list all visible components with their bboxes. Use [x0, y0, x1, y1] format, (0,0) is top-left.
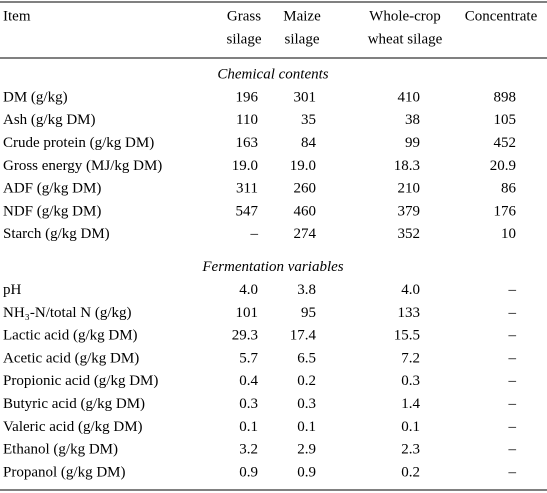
cell: 301 [294, 89, 317, 105]
row-label: DM (g/kg) [3, 89, 68, 105]
cell: 7.2 [401, 350, 420, 366]
cell: 17.4 [290, 328, 317, 344]
cell: 452 [494, 135, 517, 151]
section-title: Chemical contents [217, 66, 328, 82]
cell: 2.9 [297, 442, 316, 458]
cell: – [508, 419, 517, 435]
cell: – [508, 350, 517, 366]
column-header: Grass [227, 8, 261, 24]
row-label: pH [3, 282, 22, 298]
cell: 10 [501, 226, 516, 242]
cell: 0.3 [401, 373, 420, 389]
cell: 19.0 [290, 158, 316, 174]
cell: 210 [398, 181, 421, 197]
cell: 410 [398, 89, 421, 105]
cell: 460 [294, 203, 317, 219]
cell: 19.0 [232, 158, 258, 174]
cell: 4.0 [401, 282, 420, 298]
cell: 3.2 [239, 442, 258, 458]
cell: 898 [494, 89, 517, 105]
cell: 95 [301, 305, 316, 321]
row-label: Gross energy (MJ/kg DM) [3, 158, 162, 174]
row-label: Ash (g/kg DM) [3, 112, 96, 128]
cell: 99 [405, 135, 420, 151]
cell: 0.1 [297, 419, 316, 435]
row-label: Valeric acid (g/kg DM) [3, 419, 143, 435]
cell: – [508, 305, 517, 321]
cell: 101 [236, 305, 259, 321]
cell: 0.3 [297, 396, 316, 412]
cell: – [508, 373, 517, 389]
cell: 18.3 [394, 158, 420, 174]
cell: 163 [236, 135, 259, 151]
row-label: NDF (g/kg DM) [3, 203, 101, 219]
column-header: silage [285, 31, 320, 47]
cell: 0.4 [239, 373, 258, 389]
cell: 0.9 [297, 464, 316, 480]
row-label: ADF (g/kg DM) [3, 181, 101, 197]
row-label: Butyric acid (g/kg DM) [3, 396, 145, 412]
cell: 2.3 [401, 442, 420, 458]
cell: 547 [236, 203, 259, 219]
cell: – [508, 464, 517, 480]
cell: 105 [494, 112, 517, 128]
section-title: Fermentation variables [201, 259, 343, 275]
row-label: NH₃-N/total N (g/kg) [3, 305, 132, 321]
cell: 133 [398, 305, 421, 321]
column-header: Whole-crop [369, 8, 441, 24]
cell: 274 [294, 226, 317, 242]
cell: 110 [236, 112, 258, 128]
cell: – [508, 282, 517, 298]
cell: 15.5 [394, 328, 420, 344]
column-header: wheat silage [368, 31, 443, 47]
cell: 4.0 [239, 282, 258, 298]
row-label: Ethanol (g/kg DM) [3, 442, 118, 458]
column-header: Item [3, 8, 31, 24]
cell: 20.9 [490, 158, 516, 174]
cell: 352 [398, 226, 421, 242]
column-header: Concentrate [465, 8, 538, 24]
cell: 0.1 [401, 419, 420, 435]
cell: 29.3 [232, 328, 258, 344]
cell: 35 [301, 112, 316, 128]
row-label: Starch (g/kg DM) [3, 226, 110, 242]
row-label: Lactic acid (g/kg DM) [3, 328, 138, 344]
column-header: Maize [283, 8, 321, 24]
cell: 0.1 [239, 419, 258, 435]
cell: 38 [405, 112, 420, 128]
row-label: Acetic acid (g/kg DM) [3, 350, 139, 366]
cell: 3.8 [297, 282, 316, 298]
cell: – [508, 396, 517, 412]
cell: – [508, 442, 517, 458]
row-label: Propionic acid (g/kg DM) [3, 373, 158, 389]
cell: 196 [236, 89, 259, 105]
column-header: silage [227, 31, 262, 47]
cell: 0.2 [297, 373, 316, 389]
cell: 5.7 [239, 350, 258, 366]
cell: 0.9 [239, 464, 258, 480]
cell: 176 [494, 203, 517, 219]
row-label: Propanol (g/kg DM) [3, 464, 126, 480]
cell: 311 [236, 181, 258, 197]
cell: 260 [294, 181, 317, 197]
cell: – [250, 226, 259, 242]
cell: – [508, 328, 517, 344]
cell: 86 [501, 181, 517, 197]
cell: 0.3 [239, 396, 258, 412]
cell: 1.4 [401, 396, 420, 412]
row-label: Crude protein (g/kg DM) [3, 135, 154, 151]
cell: 0.2 [401, 464, 420, 480]
cell: 379 [398, 203, 421, 219]
cell: 84 [301, 135, 317, 151]
cell: 6.5 [297, 350, 316, 366]
